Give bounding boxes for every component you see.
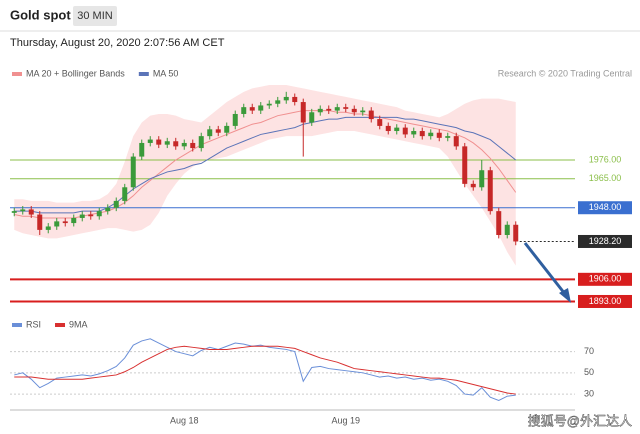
legend-swatch bbox=[12, 72, 22, 76]
candle-body bbox=[232, 113, 238, 126]
level-label-box bbox=[578, 201, 632, 215]
candle-body bbox=[207, 129, 213, 137]
legend-label: 9MA bbox=[69, 319, 88, 329]
candle-body bbox=[300, 102, 306, 123]
candle-body bbox=[105, 207, 111, 212]
candle-body bbox=[453, 136, 459, 147]
candle-body bbox=[88, 214, 94, 217]
candle-body bbox=[402, 127, 408, 135]
candle-body bbox=[156, 139, 162, 145]
candle-body bbox=[96, 211, 102, 217]
interval-badge bbox=[73, 6, 117, 26]
x-tick-label: Aug 19 bbox=[331, 415, 360, 425]
forecast-arrow bbox=[523, 242, 567, 295]
candle-body bbox=[62, 221, 68, 224]
y-tick-label: 30 bbox=[584, 388, 594, 398]
level-label-box bbox=[578, 272, 632, 286]
candle-body bbox=[326, 108, 332, 111]
interval: 30 MIN bbox=[77, 10, 113, 22]
y-tick-label: 50 bbox=[584, 367, 594, 377]
candle-body bbox=[385, 125, 391, 132]
candle-body bbox=[496, 211, 502, 235]
candle-body bbox=[113, 200, 119, 208]
legend-label: RSI bbox=[26, 319, 41, 329]
level-label: 1906.00 bbox=[589, 274, 622, 284]
candle-body bbox=[275, 100, 281, 104]
candle-body bbox=[309, 112, 315, 123]
candle-body bbox=[470, 183, 476, 188]
candle-body bbox=[445, 136, 451, 138]
candle-body bbox=[11, 211, 17, 213]
x-tick-label: Aug 18 bbox=[170, 415, 199, 425]
candle-body bbox=[45, 226, 51, 230]
legend-label: MA 20 + Bollinger Bands bbox=[26, 68, 125, 78]
level-label: 1948.00 bbox=[589, 202, 622, 212]
candle-body bbox=[198, 136, 204, 149]
candle-body bbox=[147, 139, 153, 143]
candle-body bbox=[334, 107, 340, 111]
candle-body bbox=[54, 221, 60, 227]
subtitle: Thursday, August 20, 2020 2:07:56 AM CET bbox=[10, 37, 225, 49]
candle-body bbox=[241, 107, 247, 114]
candle-body bbox=[71, 217, 77, 224]
candle-body bbox=[224, 125, 230, 133]
level-label-box bbox=[578, 294, 632, 308]
candle-body bbox=[215, 129, 221, 133]
candle-body bbox=[428, 132, 434, 137]
candle-body bbox=[360, 110, 366, 113]
candle-body bbox=[249, 107, 255, 111]
candle-body bbox=[266, 103, 272, 106]
candle-body bbox=[20, 209, 26, 212]
y-tick-label: 70 bbox=[584, 346, 594, 356]
candle-body bbox=[258, 105, 264, 111]
candle-body bbox=[139, 142, 145, 157]
plot-layer: MA 20 + Bollinger Bands MA 50 1976.00 1965.… bbox=[10, 68, 632, 425]
candle-body bbox=[513, 224, 519, 242]
candle-body bbox=[479, 170, 485, 188]
candle-body bbox=[462, 146, 468, 184]
watermark: 搜狐号@外汇达人 bbox=[528, 413, 632, 428]
candle-body bbox=[487, 170, 493, 212]
candle-body bbox=[181, 142, 187, 147]
candle-body bbox=[130, 156, 136, 188]
legend-label: MA 50 bbox=[153, 68, 179, 78]
level-label: 1965.00 bbox=[589, 173, 622, 183]
candle-body bbox=[377, 119, 383, 126]
candle-body bbox=[122, 187, 128, 201]
level-label: 1893.00 bbox=[589, 296, 622, 306]
forecast-arrowhead bbox=[559, 288, 571, 303]
candle-body bbox=[394, 127, 400, 132]
candle-body bbox=[37, 214, 43, 230]
legend-swatch bbox=[138, 72, 149, 76]
candle-body bbox=[28, 209, 34, 215]
level-label: 1976.00 bbox=[589, 154, 622, 164]
candle-body bbox=[504, 224, 510, 235]
candle-body bbox=[173, 141, 179, 147]
title: Gold spot bbox=[10, 7, 71, 22]
candle-body bbox=[351, 108, 357, 113]
candle-body bbox=[343, 107, 349, 109]
legend-swatch bbox=[55, 323, 66, 327]
legend-swatch bbox=[12, 323, 22, 327]
candle-body bbox=[419, 131, 425, 137]
candle-body bbox=[283, 96, 289, 101]
candle-body bbox=[164, 141, 170, 145]
source: Research © 2020 Trading Central bbox=[498, 68, 632, 78]
level-label-box bbox=[578, 234, 632, 248]
candle-body bbox=[190, 142, 196, 149]
candle-body bbox=[436, 132, 442, 138]
candle-body bbox=[317, 108, 323, 113]
candle-body bbox=[79, 214, 85, 218]
level-label: 1928.20 bbox=[589, 236, 622, 246]
indicator-line bbox=[14, 345, 516, 395]
candle-body bbox=[368, 110, 374, 120]
candle-body bbox=[411, 131, 417, 135]
candle-body bbox=[292, 96, 298, 103]
